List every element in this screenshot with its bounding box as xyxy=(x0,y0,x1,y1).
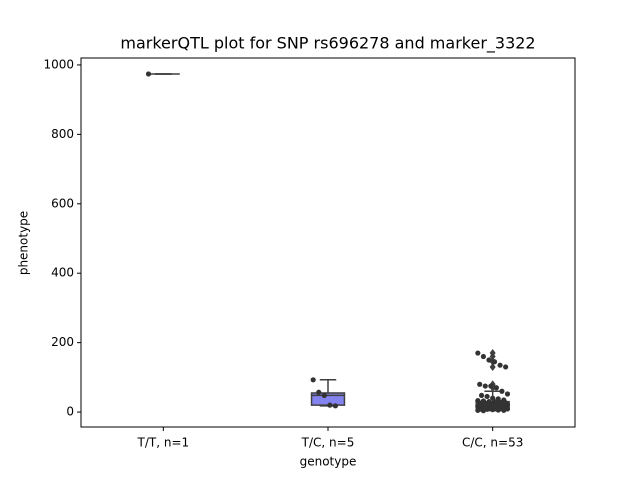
outlier xyxy=(489,352,496,361)
point xyxy=(477,381,483,387)
point xyxy=(493,385,499,391)
point xyxy=(316,389,322,395)
point xyxy=(486,357,492,363)
point xyxy=(497,362,503,368)
point xyxy=(332,403,339,409)
point xyxy=(482,383,488,389)
y-tick-label: 800 xyxy=(51,127,74,141)
y-axis-label: phenotype xyxy=(17,211,31,275)
point xyxy=(480,408,487,414)
point xyxy=(480,353,487,360)
y-tick-label: 200 xyxy=(51,335,74,349)
point xyxy=(327,402,333,408)
y-tick-label: 1000 xyxy=(43,57,74,71)
point xyxy=(484,393,490,400)
point xyxy=(488,383,494,389)
y-tick-label: 0 xyxy=(66,405,74,419)
chart-title: markerQTL plot for SNP rs696278 and mark… xyxy=(120,34,535,54)
x-tick-label: T/C, n=5 xyxy=(301,436,355,450)
x-axis-label: genotype xyxy=(300,455,357,469)
point xyxy=(321,392,327,399)
x-tick-label: T/T, n=1 xyxy=(137,436,190,450)
y-tick-label: 600 xyxy=(51,196,74,210)
point xyxy=(503,364,509,370)
point xyxy=(495,407,501,413)
plot-frame xyxy=(80,57,576,428)
point xyxy=(491,359,498,365)
x-tick-label: C/C, n=53 xyxy=(462,436,523,450)
y-tick-label: 400 xyxy=(51,266,74,280)
point xyxy=(145,71,152,77)
point xyxy=(310,377,316,383)
point xyxy=(475,407,481,413)
point xyxy=(475,350,481,356)
point xyxy=(504,391,511,397)
outlier xyxy=(489,362,496,371)
point xyxy=(499,388,505,394)
point xyxy=(501,407,507,413)
point xyxy=(490,407,496,413)
point xyxy=(478,392,485,399)
